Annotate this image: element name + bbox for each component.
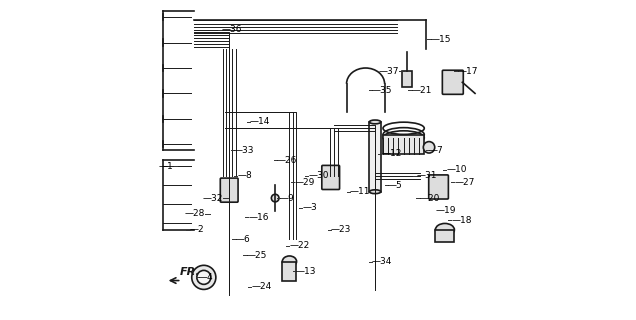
Text: —28: —28 [185, 209, 205, 219]
Text: —13: —13 [296, 267, 316, 276]
Text: —7: —7 [429, 146, 444, 155]
Text: —35: —35 [372, 86, 392, 95]
Text: —4: —4 [199, 273, 214, 282]
Text: —31: —31 [417, 172, 437, 180]
Text: —8: —8 [237, 172, 252, 180]
Text: —14: —14 [250, 117, 270, 126]
Text: —23: —23 [331, 225, 351, 234]
Text: —32: —32 [202, 194, 223, 203]
Bar [282, 261, 296, 281]
Text: —29: —29 [294, 178, 315, 187]
Text: —26: —26 [277, 156, 297, 164]
Ellipse shape [370, 190, 381, 194]
Text: —27: —27 [454, 178, 475, 187]
Text: —17: —17 [457, 67, 478, 76]
FancyBboxPatch shape [429, 175, 448, 199]
Text: —22: —22 [289, 241, 310, 250]
FancyBboxPatch shape [443, 70, 463, 94]
Bar [370, 122, 381, 192]
Text: —6: —6 [235, 235, 251, 244]
Circle shape [191, 265, 216, 289]
Bar [383, 135, 424, 154]
Bar [436, 230, 454, 243]
Circle shape [424, 142, 435, 153]
Text: —33: —33 [234, 146, 254, 155]
Text: —21: —21 [411, 86, 432, 95]
Text: —2: —2 [190, 225, 204, 234]
Text: —16: —16 [248, 212, 269, 222]
Text: —3: —3 [302, 203, 317, 212]
Text: —20: —20 [420, 194, 440, 203]
Text: FR.: FR. [180, 268, 201, 277]
Text: —1: —1 [159, 162, 174, 171]
FancyBboxPatch shape [220, 178, 238, 202]
Text: —10: —10 [446, 165, 467, 174]
Text: —25: —25 [247, 251, 267, 260]
Ellipse shape [370, 120, 381, 124]
Text: —19: —19 [436, 206, 456, 215]
Text: —30: —30 [308, 172, 329, 180]
Text: —24: —24 [251, 282, 272, 292]
Text: —37: —37 [378, 67, 399, 76]
Circle shape [272, 194, 279, 202]
Text: —15: —15 [431, 35, 451, 44]
Text: —9: —9 [280, 194, 294, 203]
Text: —34: —34 [372, 257, 392, 266]
Text: —5: —5 [388, 181, 403, 190]
Text: —36: —36 [221, 25, 242, 35]
FancyBboxPatch shape [322, 165, 340, 189]
Text: —11: —11 [350, 187, 370, 196]
Ellipse shape [436, 223, 454, 236]
Bar [402, 71, 411, 87]
Ellipse shape [282, 256, 296, 267]
Text: —12: —12 [382, 149, 402, 158]
Circle shape [197, 270, 211, 284]
Text: —18: —18 [451, 216, 472, 225]
